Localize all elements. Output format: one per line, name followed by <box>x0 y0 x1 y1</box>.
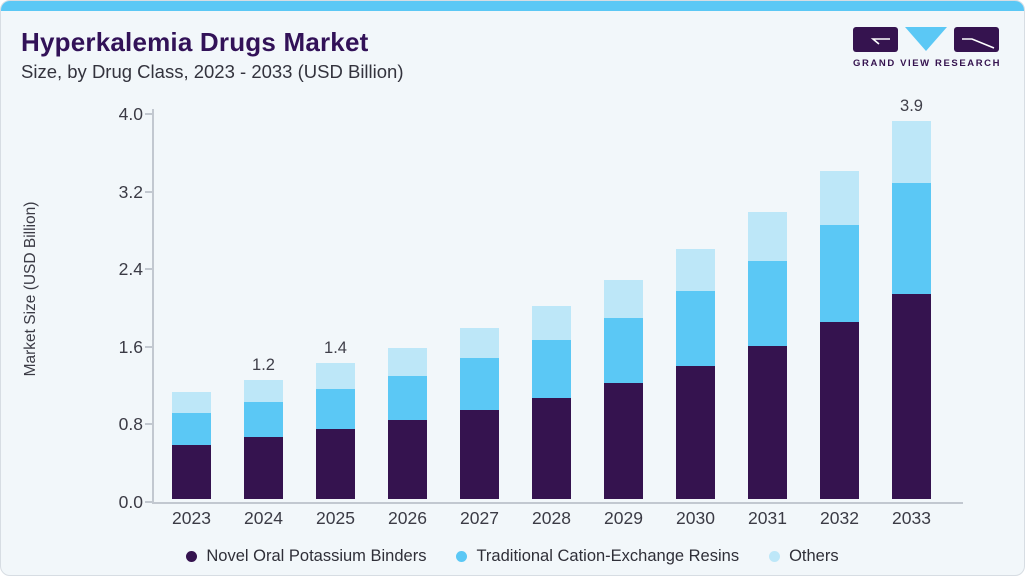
legend-item: Traditional Cation-Exchange Resins <box>456 547 739 566</box>
y-tick-label: 2.4 <box>118 259 143 280</box>
page-title: Hyperkalemia Drugs Market <box>21 27 369 57</box>
bar-segment <box>892 182 931 295</box>
page-subtitle: Size, by Drug Class, 2023 - 2033 (USD Bi… <box>21 61 404 82</box>
x-axis-line <box>152 502 963 504</box>
top-accent-bar <box>1 1 1024 11</box>
y-tick-label: 1.6 <box>118 336 143 357</box>
bar-segment <box>604 317 643 383</box>
bar-segment <box>460 358 499 410</box>
bar-segment <box>388 420 427 499</box>
x-tick-label: 2031 <box>748 508 787 528</box>
bar-segment <box>892 120 931 183</box>
stacked-bar-2023 <box>172 392 211 499</box>
bar-segment <box>388 347 427 376</box>
logo-r-block-icon <box>954 27 999 52</box>
stacked-bar-2033 <box>892 120 931 499</box>
logo-g-block-icon <box>853 27 898 52</box>
x-tick-label: 2023 <box>172 508 211 528</box>
x-tick-label: 2026 <box>388 508 427 528</box>
gvr-logo: GRAND VIEW RESEARCH <box>853 27 1002 69</box>
legend-dot-icon <box>456 551 468 562</box>
x-tick-label: 2030 <box>676 508 715 528</box>
bar-segment <box>676 291 715 367</box>
stacked-bar-2030 <box>676 248 715 499</box>
y-tick-mark <box>145 345 152 348</box>
bar-segment <box>460 409 499 499</box>
x-tick-label: 2028 <box>532 508 571 528</box>
bar-segment <box>532 339 571 399</box>
bar-segment <box>892 294 931 499</box>
bar-segment <box>316 363 355 390</box>
bar-value-label: 3.9 <box>900 96 923 115</box>
gvr-logo-text: GRAND VIEW RESEARCH <box>853 58 1002 69</box>
bar-segment <box>820 322 859 499</box>
stacked-bar-2032 <box>820 171 859 499</box>
stacked-bar-2028 <box>532 306 571 499</box>
gvr-logo-marks <box>853 27 999 54</box>
y-tick-label: 0.8 <box>118 414 143 435</box>
y-tick-mark <box>145 113 152 115</box>
stacked-bar-2029 <box>604 279 643 499</box>
legend-item: Novel Oral Potassium Binders <box>186 547 426 566</box>
bar-segment <box>820 171 859 226</box>
bar-value-label: 1.4 <box>324 339 347 358</box>
bar-segment <box>748 211 787 262</box>
y-tick-mark <box>145 268 152 271</box>
x-tick-label: 2024 <box>244 508 283 528</box>
bar-segment <box>316 389 355 430</box>
bar-segment <box>244 379 283 403</box>
y-tick-label: 3.2 <box>118 181 143 202</box>
bar-segment <box>172 412 211 445</box>
x-tick-label: 2027 <box>460 508 499 528</box>
legend-item: Others <box>769 547 839 566</box>
y-axis-line <box>152 109 154 503</box>
bar-segment <box>676 366 715 499</box>
bar-segment <box>604 382 643 499</box>
stacked-bar-2024 <box>244 379 283 499</box>
y-tick-label: 4.0 <box>118 104 143 124</box>
legend-label: Others <box>789 547 839 565</box>
bar-segment <box>244 402 283 437</box>
bar-segment <box>748 345 787 499</box>
y-tick-mark <box>145 501 152 503</box>
bar-segment <box>316 429 355 499</box>
x-tick-label: 2032 <box>820 508 859 528</box>
bar-segment <box>820 225 859 323</box>
x-tick-label: 2029 <box>604 508 643 528</box>
logo-v-triangle-icon <box>905 27 947 51</box>
stacked-bar-2026 <box>388 347 427 499</box>
bar-segment <box>532 306 571 340</box>
y-tick-mark <box>145 423 152 426</box>
bar-segment <box>244 436 283 499</box>
x-tick-label: 2025 <box>316 508 355 528</box>
bar-value-label: 1.2 <box>252 355 275 374</box>
y-tick-label: 0.0 <box>118 492 143 512</box>
x-tick-label: 2033 <box>892 508 931 528</box>
stacked-bar-2025 <box>316 363 355 499</box>
bar-segment <box>748 261 787 346</box>
legend-dot-icon <box>769 551 781 562</box>
stacked-bar-2031 <box>748 211 787 499</box>
bar-segment <box>532 398 571 499</box>
bar-segment <box>172 392 211 413</box>
bar-segment <box>388 375 427 421</box>
y-tick-mark <box>145 190 152 193</box>
legend-label: Traditional Cation-Exchange Resins <box>476 547 740 565</box>
bar-segment <box>172 444 211 499</box>
bar-segment <box>460 328 499 359</box>
bar-segment <box>676 248 715 292</box>
legend-label: Novel Oral Potassium Binders <box>206 547 427 565</box>
bar-segment <box>604 279 643 318</box>
legend-dot-icon <box>186 551 198 562</box>
stacked-bar-2027 <box>460 328 499 499</box>
chart-legend: Novel Oral Potassium Binders Traditional … <box>1 547 1024 566</box>
